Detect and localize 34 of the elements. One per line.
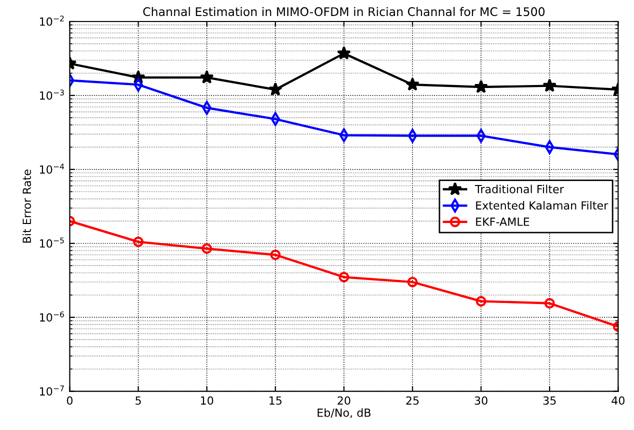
x-tick-label: 0	[66, 396, 73, 405]
chart-title: Channal Estimation in MIMO-OFDM in Rician Channal for MC = 1500	[143, 6, 545, 16]
point	[202, 243, 212, 254]
y-tick-label: 10$^{−5}$	[40, 238, 64, 248]
x-tick-label: 15	[270, 396, 282, 405]
point	[338, 272, 350, 282]
point	[542, 78, 557, 92]
point	[474, 80, 488, 94]
point	[133, 236, 144, 248]
point	[544, 298, 555, 308]
x-tick-label: 35	[543, 396, 556, 405]
legend-label: Extented Kalaman Filter	[476, 201, 608, 210]
point	[200, 70, 214, 84]
point	[336, 46, 351, 60]
point	[406, 77, 420, 91]
legend-label: EKF-AMLE	[476, 218, 530, 226]
legend-label: Traditional Filter	[474, 184, 564, 194]
point	[268, 82, 282, 96]
y-axis-title: Bit Error Rate	[22, 170, 32, 243]
point	[476, 296, 486, 306]
x-tick-label: 5	[136, 396, 141, 405]
y-tick-label: 10$^{−3}$	[40, 90, 64, 100]
x-tick-label: 25	[406, 396, 419, 405]
y-tick-label: 10$^{−6}$	[40, 311, 64, 322]
y-tick-label: 10$^{−2}$	[40, 16, 64, 26]
y-tick-label: 10$^{−4}$	[40, 164, 64, 174]
point	[270, 250, 281, 260]
x-tick-label: 40	[612, 396, 624, 405]
y-tick-label: 10$^{−7}$	[40, 386, 64, 396]
point	[407, 276, 418, 288]
x-tick-label: 10	[200, 396, 214, 405]
x-tick-label: 30	[474, 396, 488, 405]
x-tick-label: 20	[338, 396, 350, 405]
x-axis-title: Eb/No, dB	[318, 408, 370, 418]
